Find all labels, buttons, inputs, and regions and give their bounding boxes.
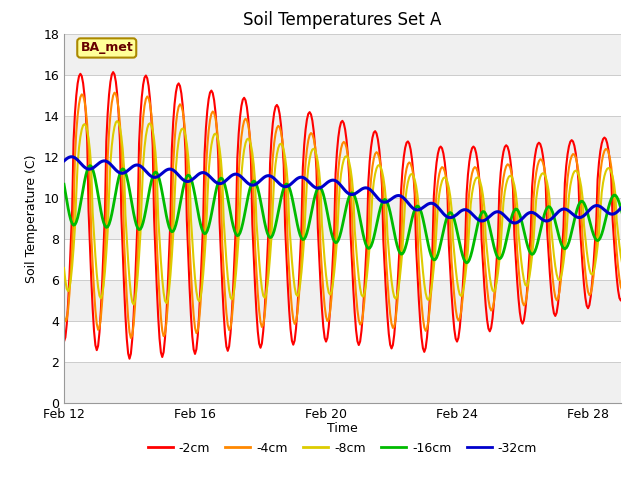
-32cm [511, 220, 518, 226]
-8cm [113, 118, 121, 124]
-32cm [165, 166, 173, 172]
-8cm [60, 265, 68, 271]
-2cm [294, 307, 301, 313]
-32cm [292, 177, 300, 182]
-16cm [543, 205, 551, 211]
Bar [64, 198, 621, 239]
-16cm [292, 215, 300, 221]
Line: -32cm: -32cm [64, 157, 622, 223]
Bar [64, 321, 621, 362]
-4cm [543, 187, 551, 193]
-16cm [280, 185, 287, 191]
-16cm [74, 215, 81, 220]
-2cm [543, 227, 551, 233]
-4cm [60, 312, 68, 318]
-32cm [75, 158, 83, 164]
-4cm [618, 288, 626, 293]
-4cm [74, 112, 81, 118]
Bar [64, 157, 621, 198]
Bar [64, 75, 621, 116]
-8cm [130, 301, 138, 307]
-8cm [542, 174, 550, 180]
-8cm [618, 261, 626, 266]
Line: -4cm: -4cm [64, 93, 622, 338]
-16cm [165, 224, 173, 230]
Bar [64, 280, 621, 321]
-4cm [281, 168, 289, 174]
-2cm [74, 81, 81, 86]
-32cm [60, 158, 68, 164]
-8cm [166, 272, 174, 278]
-2cm [166, 216, 174, 222]
-32cm [543, 218, 551, 224]
-8cm [281, 155, 289, 160]
-32cm [280, 183, 287, 189]
-2cm [125, 356, 133, 361]
-4cm [111, 90, 118, 96]
-2cm [542, 182, 550, 188]
-4cm [542, 174, 550, 180]
-2cm [60, 339, 68, 345]
Text: BA_met: BA_met [81, 41, 133, 54]
-2cm [281, 223, 289, 229]
Line: -2cm: -2cm [64, 72, 622, 359]
-16cm [542, 207, 550, 213]
Line: -16cm: -16cm [64, 166, 622, 263]
X-axis label: Time: Time [327, 422, 358, 435]
Bar [64, 362, 621, 403]
-2cm [618, 295, 626, 300]
Legend: -2cm, -4cm, -8cm, -16cm, -32cm: -2cm, -4cm, -8cm, -16cm, -32cm [143, 437, 542, 460]
Bar [64, 239, 621, 280]
-4cm [127, 335, 134, 341]
-2cm [109, 69, 117, 75]
-4cm [294, 311, 301, 316]
-8cm [74, 161, 81, 167]
-16cm [86, 163, 94, 168]
-4cm [166, 252, 174, 258]
Bar [64, 116, 621, 157]
-8cm [294, 293, 301, 299]
-16cm [60, 181, 68, 187]
-32cm [618, 204, 626, 210]
-16cm [463, 260, 470, 266]
-32cm [68, 154, 76, 160]
Line: -8cm: -8cm [64, 121, 622, 304]
-8cm [543, 180, 551, 185]
Y-axis label: Soil Temperature (C): Soil Temperature (C) [25, 154, 38, 283]
Bar [64, 34, 621, 75]
-32cm [542, 218, 550, 224]
Title: Soil Temperatures Set A: Soil Temperatures Set A [243, 11, 442, 29]
-16cm [618, 210, 626, 216]
